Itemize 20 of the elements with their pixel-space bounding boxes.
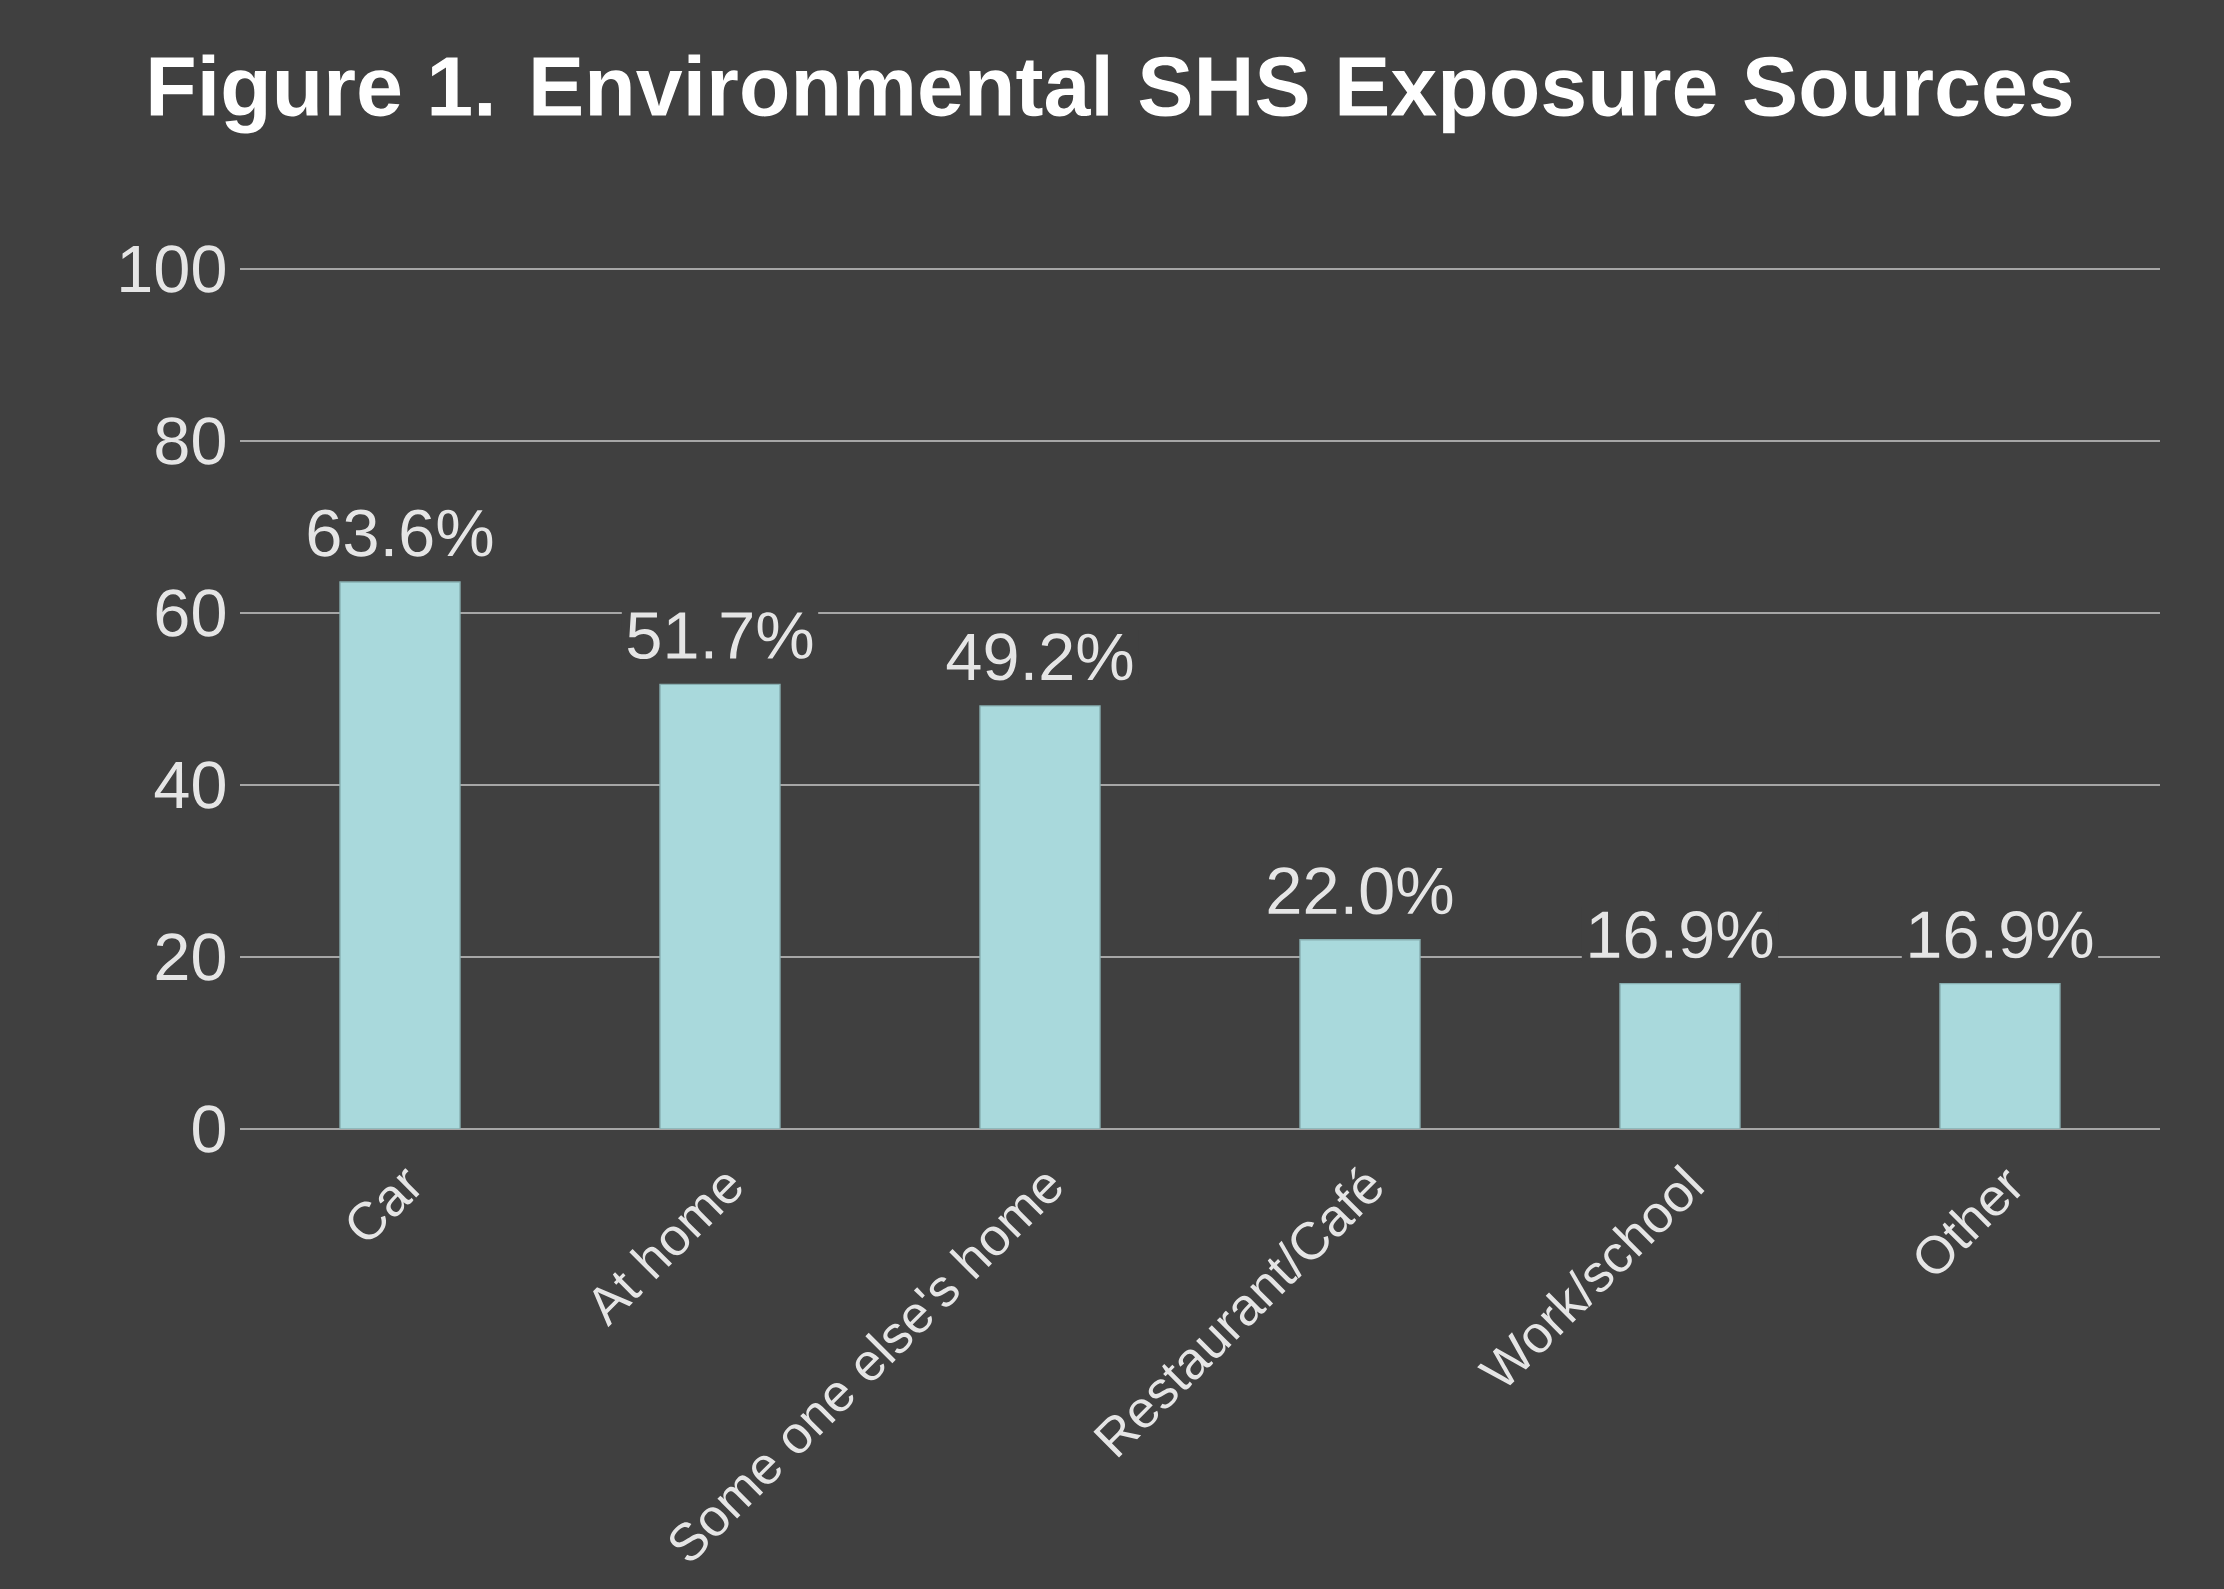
- bar: [1939, 982, 2061, 1129]
- chart-title: Figure 1. Environmental SHS Exposure Sources: [150, 54, 2072, 134]
- y-tick-label: 60: [156, 589, 225, 637]
- y-tick-label: 100: [121, 245, 225, 293]
- y-tick-label: 80: [156, 417, 225, 465]
- data-label: 16.9%: [1590, 911, 1773, 959]
- data-label: 49.2%: [946, 633, 1133, 681]
- bar: [1619, 982, 1741, 1129]
- y-tick-label: 0: [193, 1105, 225, 1153]
- bar: [659, 683, 781, 1129]
- data-label: 16.9%: [1910, 911, 2093, 959]
- data-label: 63.6%: [308, 509, 493, 557]
- bar: [1299, 939, 1421, 1129]
- data-label: 22.0%: [1268, 867, 1453, 915]
- y-tick-label: 20: [156, 933, 225, 981]
- bar: [979, 705, 1101, 1129]
- x-tick-label: Car: [348, 1168, 420, 1240]
- data-label: 51.7%: [627, 612, 813, 660]
- bar: [339, 581, 461, 1129]
- y-tick-label: 40: [154, 761, 225, 809]
